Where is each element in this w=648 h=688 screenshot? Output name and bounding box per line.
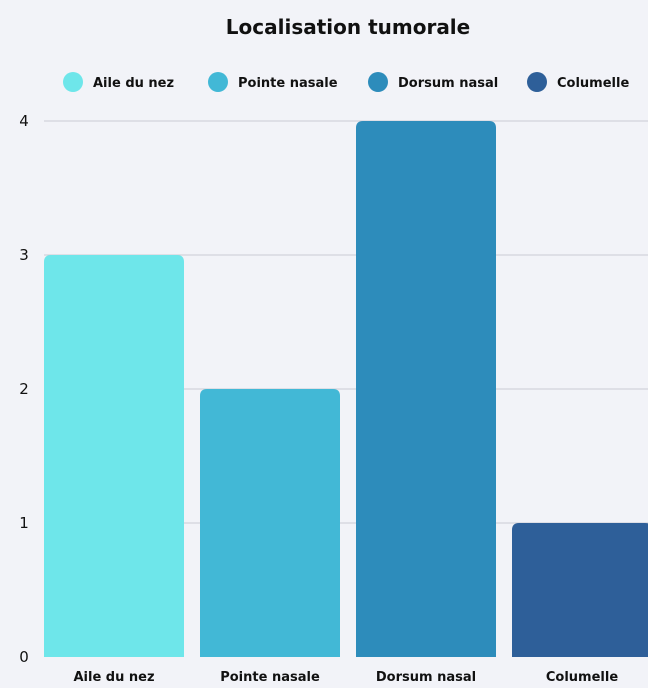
legend-label: Columelle — [557, 76, 629, 91]
legend-swatch — [368, 72, 388, 92]
y-tick-label: 2 — [19, 380, 29, 398]
x-axis-labels: Aile du nez Pointe nasale Dorsum nasal Colu… — [73, 670, 618, 685]
y-tick-label: 1 — [19, 514, 29, 532]
y-axis-ticks: 0 1 2 3 4 — [19, 112, 29, 666]
legend-swatch — [208, 72, 228, 92]
legend-label: Pointe nasale — [238, 76, 338, 91]
legend-swatch — [63, 72, 83, 92]
x-tick-label: Aile du nez — [73, 670, 154, 685]
y-tick-label: 0 — [19, 648, 29, 666]
x-tick-label: Dorsum nasal — [376, 670, 476, 685]
y-tick-label: 3 — [19, 246, 29, 264]
y-tick-label: 4 — [19, 112, 29, 130]
legend-swatch — [527, 72, 547, 92]
x-tick-label: Columelle — [546, 670, 618, 685]
chart-title: Localisation tumorale — [226, 15, 470, 39]
bar-pointe-nasale — [200, 389, 340, 657]
bar-dorsum-nasal — [356, 121, 496, 657]
bar-aile-du-nez — [44, 255, 184, 657]
legend-label: Dorsum nasal — [398, 76, 498, 91]
x-tick-label: Pointe nasale — [220, 670, 320, 685]
chart-bars — [44, 121, 648, 657]
chart-legend: Aile du nez Pointe nasale Dorsum nasal Colu… — [63, 72, 629, 92]
bar-columelle — [512, 523, 648, 657]
legend-label: Aile du nez — [93, 76, 174, 91]
